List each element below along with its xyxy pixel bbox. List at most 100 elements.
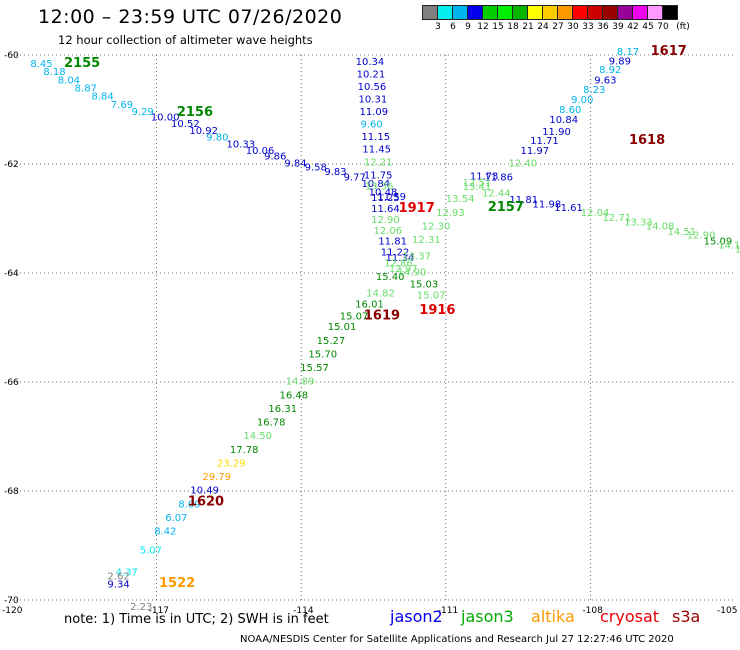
wave-height-point: 10.52 — [171, 119, 200, 130]
wave-height-point: 10.34 — [356, 57, 385, 68]
wave-height-point: 12.21 — [364, 158, 393, 169]
wave-height-point: 11.34 — [386, 253, 415, 264]
wave-height-point: 9.89 — [609, 56, 631, 67]
wave-height-point: 5.07 — [140, 546, 162, 557]
wave-height-point: 15.27 — [317, 336, 346, 347]
wave-height-point: 10.33 — [226, 140, 255, 151]
pass-label: 2155 — [64, 56, 100, 71]
x-tick-label: -120 — [2, 606, 23, 616]
color-scale-label: 9 — [465, 22, 471, 32]
footnote: note: 1) Time is in UTC; 2) SWH is in fe… — [64, 612, 329, 627]
wave-height-point: 15.40 — [376, 272, 405, 283]
wave-height-point: 12.93 — [436, 208, 465, 219]
pass-label: 1619 — [364, 308, 400, 323]
color-scale-label: 15 — [492, 22, 504, 32]
wave-height-point: 10.00 — [151, 112, 180, 123]
y-tick-label: -60 — [4, 51, 19, 61]
pass-label: 1917 — [399, 201, 435, 216]
legend-jason2: jason2 — [390, 607, 443, 626]
wave-height-point: 13.33 — [624, 218, 653, 229]
wave-height-point: 16.01 — [355, 299, 384, 310]
wave-height-point: 10.48 — [369, 188, 398, 199]
y-tick-label: -66 — [4, 378, 19, 388]
wave-height-point: 11.25 — [371, 193, 400, 204]
wave-height-point: 9.86 — [264, 152, 286, 163]
wave-height-point: 8.18 — [43, 67, 65, 78]
color-scale-label: 3 — [435, 22, 441, 32]
wave-height-point: 10.92 — [189, 126, 218, 137]
y-tick-label: -68 — [4, 487, 19, 497]
color-scale-labels: 3 6 9 12 15 18 21 24 27 30 33 36 39 42 45 70 (ft) — [422, 22, 740, 34]
wave-height-point: 15.70 — [308, 349, 337, 360]
wave-height-point: 8.84 — [92, 92, 114, 103]
wave-height-point: 11.15 — [361, 132, 390, 143]
wave-height-point: 10.56 — [358, 82, 387, 93]
wave-height-point: 15.03 — [410, 280, 439, 291]
color-scale-label: 12 — [477, 22, 489, 32]
wave-height-point: 12.04 — [581, 208, 610, 219]
pass-label: 1618 — [629, 133, 665, 148]
wave-height-point: 8.45 — [30, 59, 52, 70]
color-scale-label: 18 — [507, 22, 519, 32]
wave-height-point: 7.69 — [111, 100, 133, 111]
wave-height-point: 15.07 — [417, 291, 446, 302]
wave-height-point: 9.84 — [284, 159, 306, 170]
color-scale-label: 42 — [627, 22, 639, 32]
wave-height-point: 11.75 — [364, 171, 393, 182]
wave-height-point: 14.50 — [243, 431, 272, 442]
color-scale-label: 27 — [552, 22, 564, 32]
wave-height-point: 10.84 — [361, 179, 390, 190]
wave-height-point: 2.62 — [107, 571, 129, 582]
wave-height-point: 12.90 — [371, 215, 400, 226]
wave-height-point: 15.57 — [300, 363, 329, 374]
color-scale-label: 21 — [522, 22, 534, 32]
wave-height-point: 11.22 — [381, 248, 410, 259]
pass-label: 1522 — [159, 576, 195, 591]
wave-height-point: 17.78 — [230, 445, 259, 456]
y-tick-label: -70 — [4, 596, 19, 606]
wave-height-point: 8.09 — [178, 499, 200, 510]
legend-jason3: jason3 — [461, 607, 514, 626]
wave-height-point: 15.07 — [340, 311, 369, 322]
legend-cryosat: cryosat — [600, 607, 660, 626]
wave-height-point: 11.90 — [542, 127, 571, 138]
wave-height-point: 14.08 — [646, 221, 675, 232]
wave-height-point: 8.04 — [58, 75, 80, 86]
wave-height-point: 12.31 — [412, 235, 441, 246]
wave-height-point: 11.64 — [371, 204, 400, 215]
y-tick-label: -64 — [4, 269, 19, 279]
wave-height-point: 9.29 — [132, 107, 154, 118]
wave-height-point: 9.58 — [305, 163, 327, 174]
color-scale-bar — [422, 5, 678, 20]
wave-height-point: 9.83 — [324, 167, 346, 178]
color-scale-label: 70 — [657, 22, 669, 32]
wave-height-point: 12.71 — [602, 213, 631, 224]
wave-height-point: 14.37 — [735, 244, 740, 255]
wave-height-point: 8.87 — [75, 84, 97, 95]
wave-height-point: 9.34 — [107, 579, 129, 590]
legend-altika: altika — [531, 607, 575, 626]
wave-height-point: 10.49 — [190, 486, 219, 497]
y-tick-label: -62 — [4, 160, 19, 170]
wave-height-point: 12.44 — [482, 189, 511, 200]
wave-height-point: 10.84 — [549, 115, 578, 126]
x-tick-label: -105 — [717, 606, 737, 616]
wave-height-point: 14.51 — [668, 227, 697, 238]
wave-height-point: 11.81 — [378, 237, 407, 248]
pass-label: 1620 — [188, 495, 224, 510]
color-scale-label: 36 — [597, 22, 609, 32]
wave-height-point: 23.29 — [217, 458, 246, 469]
wave-height-point: 8.92 — [599, 65, 621, 76]
color-scale-label: 39 — [612, 22, 624, 32]
x-tick-label: -117 — [149, 606, 169, 616]
legend-s3a: s3a — [672, 607, 701, 626]
wave-height-point: 9.80 — [206, 133, 228, 144]
wave-height-point: 13.36 — [365, 182, 394, 193]
wave-height-point: 9.63 — [594, 75, 616, 86]
wave-height-point: 10.21 — [357, 69, 386, 80]
wave-height-point: 11.61 — [554, 203, 583, 214]
chart-subtitle: 12 hour collection of altimeter wave hei… — [58, 33, 313, 47]
wave-height-point: 13.41 — [463, 182, 492, 193]
wave-height-point: 11.81 — [509, 195, 538, 206]
